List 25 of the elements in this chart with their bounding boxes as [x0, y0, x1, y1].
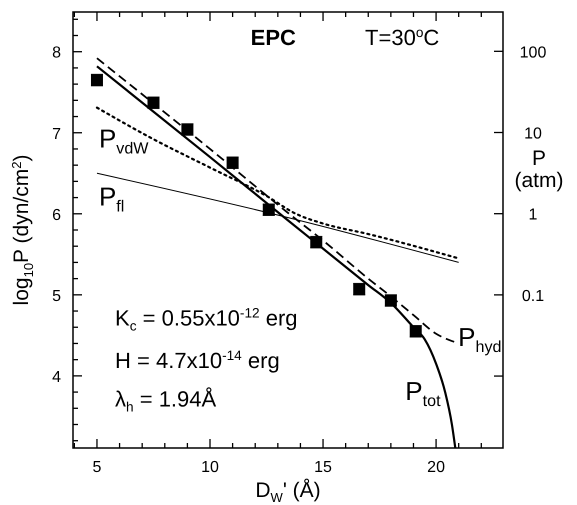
- x-tick-label: 5: [92, 459, 102, 476]
- annotation: λ$_{h}$ = 1.94Å: [115, 386, 217, 415]
- annotation: T=30$^{o}$C: [365, 25, 440, 50]
- series-label: P$_{tot}$: [405, 376, 442, 410]
- y-tick-label: 7: [52, 126, 62, 143]
- series-label: P$_{hyd}$: [458, 322, 502, 356]
- y-tick-label: 8: [52, 44, 62, 62]
- x-axis-title: D$_{W}$' (Å): [255, 478, 321, 505]
- annotation: EPC: [250, 25, 296, 50]
- series-label: P$_{vdW}$: [98, 124, 150, 158]
- y-tick-label: 4: [52, 368, 62, 386]
- y-tick-label: 5: [52, 288, 62, 305]
- y2-tick-label: 10: [524, 126, 542, 143]
- y2-tick-label: 1: [528, 206, 538, 224]
- annotation: K$_{c}$ = 0.55x10$^{-12}$ erg: [115, 306, 298, 334]
- x-tick-label: 15: [314, 459, 332, 476]
- series-label: P$_{fl}$: [98, 181, 124, 215]
- annotation: H = 4.7x10$^{-14}$ erg: [115, 348, 280, 373]
- x-tick-label: 20: [427, 459, 446, 476]
- y-tick-label: 6: [52, 206, 62, 224]
- y2-axis-title: P (atm): [514, 147, 564, 192]
- y2-tick-label: 100: [520, 44, 546, 62]
- x-tick-label: 10: [201, 459, 220, 476]
- y2-tick-label: 0.1: [522, 288, 544, 305]
- line-series: [96, 57, 456, 343]
